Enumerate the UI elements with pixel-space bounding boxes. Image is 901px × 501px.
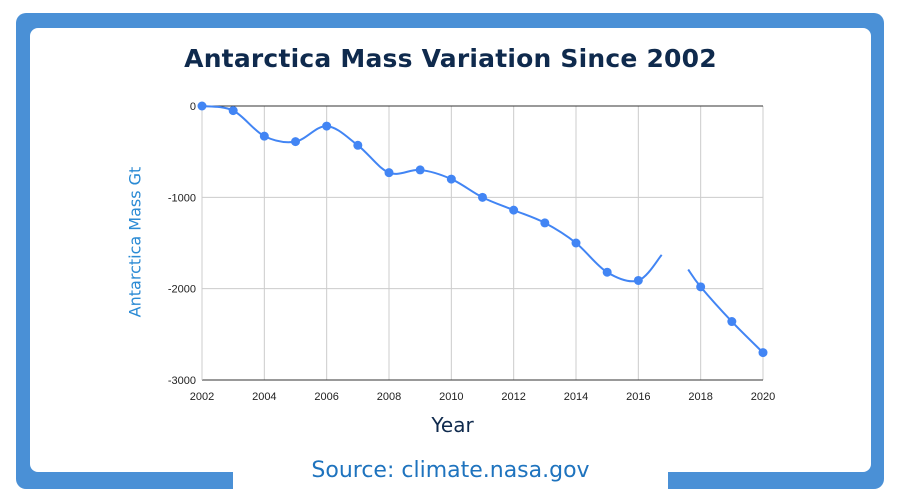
tick-labels: 2002 2004 2006 2008 2010 2012 2014 2016 2018 2020… — [168, 101, 775, 403]
x-tick-label: 2018 — [688, 391, 712, 403]
source-credit: Source: climate.nasa.gov — [311, 458, 590, 483]
data-point — [633, 275, 643, 285]
x-axis-label: Year — [431, 413, 474, 437]
data-point — [727, 317, 737, 327]
data-point — [322, 121, 332, 131]
data-point — [353, 140, 363, 150]
data-point — [602, 267, 612, 277]
x-tick-label: 2020 — [751, 391, 775, 403]
data-point — [509, 205, 519, 215]
data-point — [571, 238, 581, 248]
x-tick-label: 2008 — [377, 391, 401, 403]
x-tick-label: 2014 — [564, 391, 588, 403]
data-point — [259, 131, 269, 141]
series-lines — [201, 105, 764, 354]
data-point — [384, 168, 394, 178]
data-point — [478, 192, 487, 202]
grid-lines — [201, 106, 764, 380]
y-tick-label: -3000 — [168, 375, 196, 387]
source-band — [233, 452, 668, 501]
chart-title: Antarctica Mass Variation Since 2002 — [184, 44, 717, 73]
x-tick-label: 2004 — [252, 391, 276, 403]
chart-card — [30, 28, 871, 472]
x-tick-label: 2010 — [439, 391, 463, 403]
data-point — [197, 101, 207, 111]
y-tick-label: 0 — [190, 101, 196, 113]
data-point — [758, 348, 768, 358]
data-point — [446, 174, 456, 184]
y-axis-label: Antarctica Mass Gt — [125, 166, 145, 318]
series-line — [201, 105, 663, 283]
data-point — [228, 106, 238, 116]
x-tick-label: 2002 — [190, 391, 214, 403]
y-tick-label: -1000 — [168, 192, 196, 204]
data-point — [696, 282, 706, 292]
data-point — [291, 137, 300, 147]
series-line — [687, 268, 764, 354]
x-tick-label: 2016 — [626, 391, 650, 403]
y-tick-label: -2000 — [168, 284, 196, 296]
data-point — [540, 218, 550, 228]
axes — [201, 105, 763, 381]
x-tick-label: 2006 — [314, 391, 338, 403]
series-points — [197, 101, 768, 358]
x-tick-label: 2012 — [501, 391, 525, 403]
data-point — [415, 165, 425, 175]
